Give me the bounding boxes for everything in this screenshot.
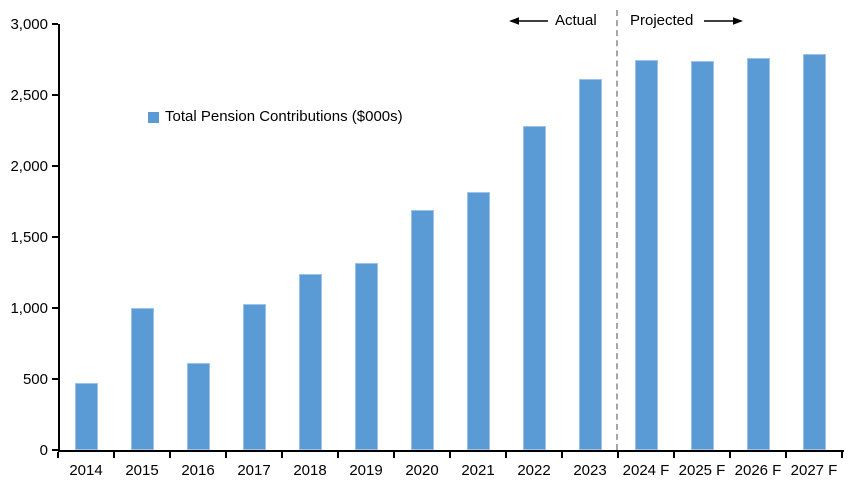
x-axis-tick bbox=[785, 452, 787, 458]
y-axis-tick bbox=[52, 449, 58, 451]
bar-2025-f bbox=[690, 60, 714, 450]
bar-2021 bbox=[466, 191, 490, 450]
right-arrow-icon bbox=[704, 17, 743, 25]
legend-label: Total Pension Contributions ($000s) bbox=[165, 108, 403, 125]
x-tick-label-2020: 2020 bbox=[405, 462, 439, 479]
y-axis-tick bbox=[52, 23, 58, 25]
bar-2024-f bbox=[634, 59, 658, 450]
x-tick-label-2027-f: 2027 F bbox=[790, 462, 838, 479]
y-axis-tick bbox=[52, 378, 58, 380]
x-axis-tick bbox=[505, 452, 507, 458]
y-tick-label-1000: 1,000 bbox=[10, 299, 48, 317]
x-axis-tick bbox=[393, 452, 395, 458]
x-tick-label-2026-f: 2026 F bbox=[734, 462, 782, 479]
x-axis-tick bbox=[841, 452, 843, 458]
y-axis-line bbox=[58, 24, 60, 452]
legend: Total Pension Contributions ($000s) bbox=[148, 109, 403, 125]
bar-2027-f bbox=[802, 53, 826, 450]
y-tick-label-2000: 2,000 bbox=[10, 157, 48, 175]
bar-2023 bbox=[578, 79, 602, 450]
projected-label: Projected bbox=[630, 12, 694, 29]
y-tick-label-500: 500 bbox=[22, 370, 48, 388]
y-axis-tick bbox=[52, 94, 58, 96]
x-tick-label-2022: 2022 bbox=[517, 462, 551, 479]
x-tick-label-2015: 2015 bbox=[125, 462, 159, 479]
bar-2022 bbox=[522, 126, 546, 450]
bar-2020 bbox=[410, 210, 434, 450]
y-tick-label-2500: 2,500 bbox=[10, 86, 48, 104]
x-axis-tick bbox=[449, 452, 451, 458]
left-arrow-icon bbox=[509, 17, 548, 25]
bar-2026-f bbox=[746, 58, 770, 450]
x-axis-tick bbox=[673, 452, 675, 458]
actual-label: Actual bbox=[555, 12, 597, 29]
x-tick-label-2016: 2016 bbox=[181, 462, 215, 479]
x-axis-tick bbox=[225, 452, 227, 458]
x-axis-tick bbox=[337, 452, 339, 458]
actual-projected-divider bbox=[616, 10, 618, 450]
x-tick-label-2021: 2021 bbox=[461, 462, 495, 479]
x-axis-tick bbox=[729, 452, 731, 458]
x-tick-label-2025-f: 2025 F bbox=[678, 462, 726, 479]
x-axis-tick bbox=[617, 452, 619, 458]
y-tick-label-0: 0 bbox=[39, 441, 48, 459]
x-tick-label-2017: 2017 bbox=[237, 462, 271, 479]
bar-2015 bbox=[130, 308, 154, 450]
x-tick-label-2018: 2018 bbox=[293, 462, 327, 479]
bar-2016 bbox=[186, 363, 210, 450]
x-axis-line bbox=[58, 450, 844, 452]
bar-2019 bbox=[354, 262, 378, 450]
x-axis-tick bbox=[281, 452, 283, 458]
x-axis-tick bbox=[169, 452, 171, 458]
x-tick-label-2014: 2014 bbox=[69, 462, 103, 479]
y-tick-label-1500: 1,500 bbox=[10, 228, 48, 246]
x-axis-tick bbox=[561, 452, 563, 458]
bar-2017 bbox=[242, 303, 266, 450]
legend-marker-icon bbox=[148, 111, 159, 123]
y-tick-label-3000: 3,000 bbox=[10, 15, 48, 33]
x-axis-tick bbox=[113, 452, 115, 458]
x-axis-tick bbox=[57, 452, 59, 458]
bar-2018 bbox=[298, 273, 322, 450]
y-axis-tick bbox=[52, 307, 58, 309]
y-axis-tick bbox=[52, 236, 58, 238]
x-tick-label-2023: 2023 bbox=[573, 462, 607, 479]
bar-2014 bbox=[74, 383, 98, 450]
y-axis-tick bbox=[52, 165, 58, 167]
x-tick-label-2024-f: 2024 F bbox=[622, 462, 670, 479]
x-tick-label-2019: 2019 bbox=[349, 462, 383, 479]
